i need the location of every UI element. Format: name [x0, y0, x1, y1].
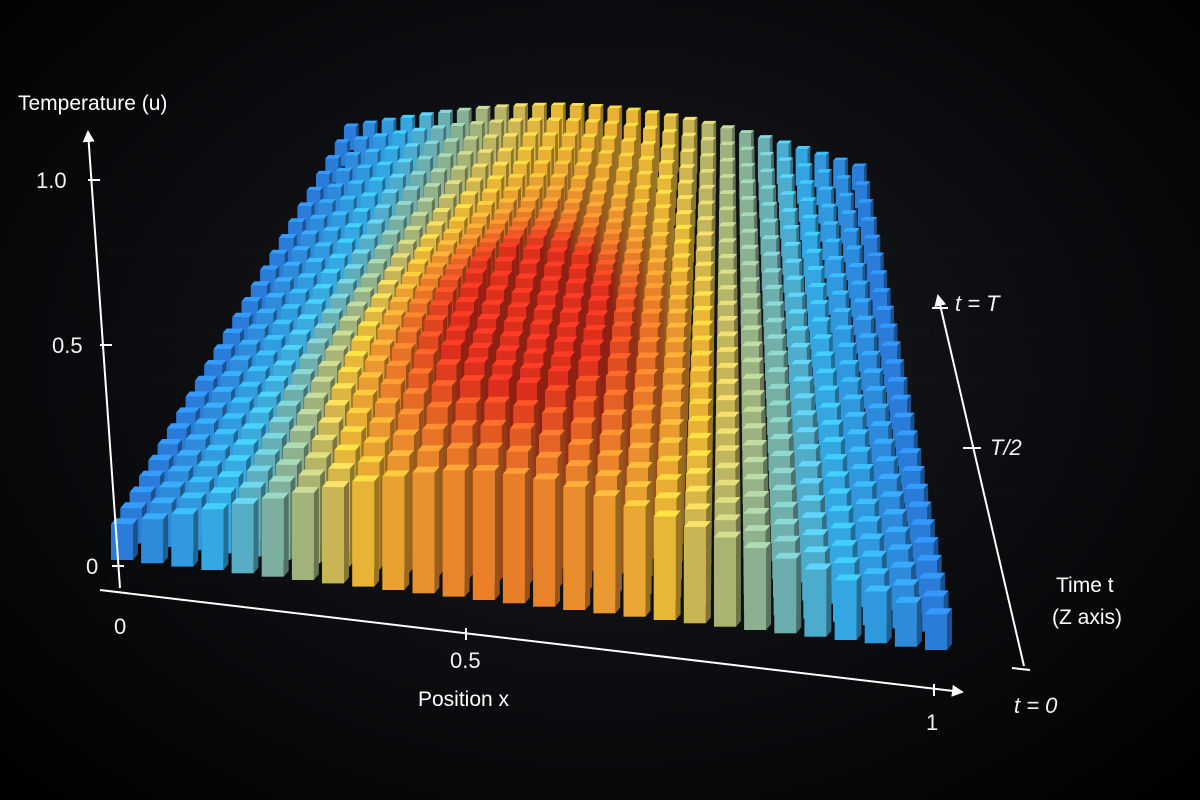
- svg-text:0.5: 0.5: [52, 333, 83, 358]
- svg-text:1.0: 1.0: [36, 168, 67, 193]
- y-axis-title: Temperature (u): [18, 92, 167, 115]
- heat-bar: [744, 542, 772, 630]
- z-tick-t0: t = 0: [1014, 693, 1058, 718]
- heat-bar: [472, 465, 500, 600]
- svg-text:t = T: t = T: [955, 291, 1001, 316]
- svg-text:0.5: 0.5: [450, 648, 481, 673]
- heat-bar: [533, 473, 560, 607]
- z-tick-half: T/2: [963, 435, 1022, 460]
- heat-bar: [412, 466, 440, 594]
- heat-bar: [231, 498, 259, 574]
- svg-text:T/2: T/2: [990, 435, 1022, 460]
- heat-bar: [925, 608, 952, 650]
- svg-text:t = 0: t = 0: [1014, 693, 1058, 718]
- svg-text:1: 1: [926, 710, 938, 735]
- svg-text:0: 0: [114, 614, 126, 639]
- heat-bar: [653, 510, 681, 620]
- heat-bar: [563, 481, 591, 610]
- x-axis-title: Position x: [418, 688, 510, 711]
- heat-bar: [352, 475, 380, 587]
- bar-field: [111, 102, 952, 650]
- heat-bar: [382, 470, 410, 590]
- y-tick-0: 0: [86, 554, 124, 579]
- heat-bar: [322, 481, 349, 584]
- z-axis-title-line1: Time t: [1056, 574, 1114, 597]
- heat-bar: [894, 596, 922, 647]
- heat-bar: [593, 490, 621, 614]
- heat-bar: [171, 508, 199, 567]
- z-tick-T: t = T: [932, 291, 1001, 316]
- z-axis-base-tick: [1011, 667, 1031, 671]
- z-axis-title-line2: (Z axis): [1052, 606, 1122, 629]
- y-tick-0.5: 0.5: [52, 333, 112, 358]
- svg-text:0: 0: [86, 554, 98, 579]
- heat-bar: [864, 585, 892, 644]
- heat-bar: [261, 492, 289, 577]
- heat-bar: [442, 464, 470, 597]
- heat-bar: [291, 486, 319, 580]
- heat-bar: [201, 503, 229, 570]
- heat-bar: [774, 552, 802, 634]
- z-axis-line: [934, 294, 1025, 667]
- heat-bar: [502, 468, 530, 604]
- y-tick-1.0: 1.0: [36, 168, 100, 193]
- heat-bar: [683, 521, 711, 624]
- x-tick-1: 1: [926, 684, 938, 735]
- x-tick-0: 0: [114, 614, 126, 639]
- heat-bar: [834, 574, 862, 640]
- heat-bar: [804, 563, 832, 637]
- heat-bar: [714, 531, 741, 627]
- heat-bar: [623, 500, 651, 617]
- x-axis-line: [99, 589, 964, 697]
- y-axis-line: [82, 130, 121, 589]
- x-tick-0.5: 0.5: [450, 628, 481, 673]
- heat-bar: [141, 513, 169, 564]
